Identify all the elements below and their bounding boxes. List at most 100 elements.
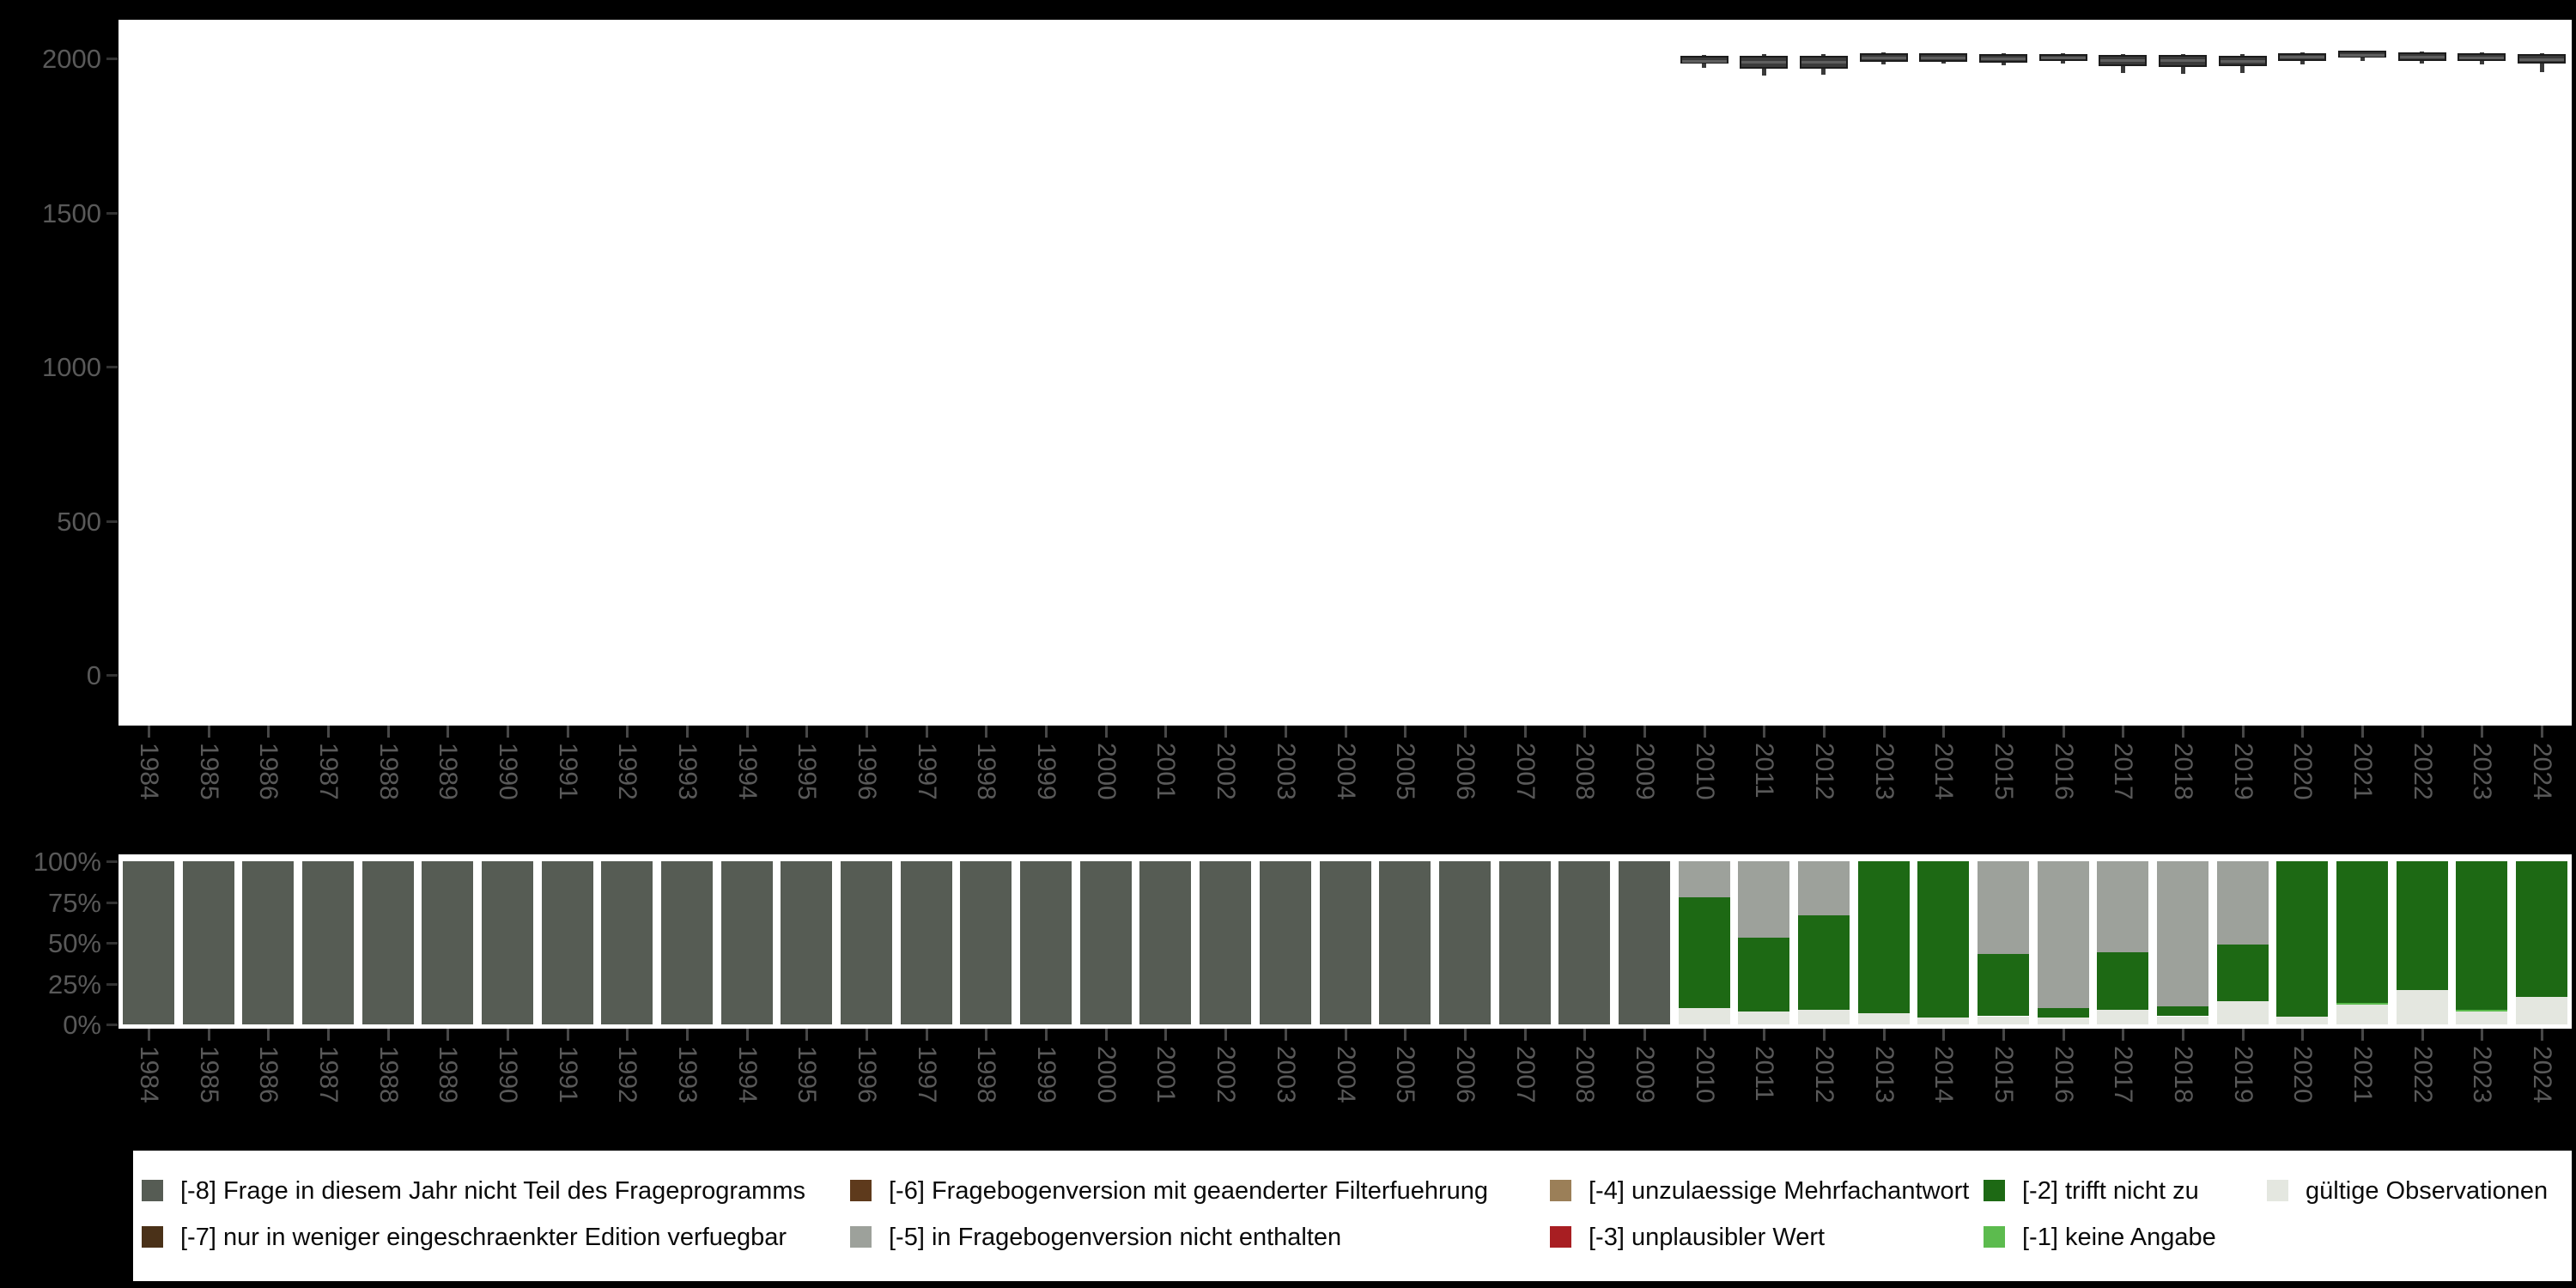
bar-segment-gueltige	[1678, 1008, 1730, 1024]
boxplot-lower-whisker	[2180, 67, 2185, 74]
boxplot-xtick-mark	[447, 726, 450, 738]
boxplot-xtick-label: 2013	[1869, 743, 1899, 800]
boxplot-xtick-label: 2019	[2228, 743, 2257, 800]
boxplot-xtick-mark	[1882, 726, 1886, 738]
bar-xtick-mark	[1763, 1029, 1766, 1041]
bar-xtick-label: 2002	[1212, 1046, 1241, 1103]
boxplot-ytick-mark	[106, 674, 118, 677]
boxplot-xtick-mark	[925, 726, 928, 738]
bar-segment-m2	[1917, 861, 1970, 1018]
bar-segment-gueltige	[1857, 1012, 1910, 1024]
boxplot-xtick-mark	[2421, 726, 2424, 738]
bar-xtick-mark	[805, 1029, 809, 1041]
bar-xtick-mark	[1882, 1029, 1886, 1041]
bar-segment-m5	[2097, 861, 2149, 953]
bar-segment-m8	[720, 861, 773, 1024]
legend-swatch-m2	[1984, 1180, 2005, 1201]
boxplot-xtick-label: 1989	[434, 743, 463, 800]
bar-xtick-mark	[1703, 1029, 1706, 1041]
bar-xtick-label: 1995	[793, 1046, 822, 1103]
boxplot-xtick-label: 2012	[1809, 743, 1838, 800]
boxplot-ytick-mark	[106, 58, 118, 60]
bar-xtick-mark	[2481, 1029, 2484, 1041]
boxplot-xtick-label: 2006	[1450, 743, 1479, 800]
stacked-bar-panel	[118, 854, 2572, 1029]
bar-xtick-label: 2001	[1151, 1046, 1181, 1103]
boxplot-upper-whisker	[2001, 52, 2006, 54]
bar-segment-m8	[481, 861, 533, 1024]
bar-segment-gueltige	[2216, 1001, 2269, 1024]
bar-segment-m8	[122, 861, 174, 1024]
bar-xtick-mark	[925, 1029, 928, 1041]
bar-segment-m2	[1978, 954, 2029, 1017]
boxplot-xtick-mark	[1763, 726, 1766, 738]
bar-segment-m5	[2157, 861, 2209, 1007]
boxplot-xtick-mark	[1344, 726, 1347, 738]
boxplot-median	[2100, 58, 2146, 62]
legend-label-m5: [-5] in Fragebogenversion nicht enthalte…	[889, 1224, 1342, 1251]
boxplot-xtick-mark	[566, 726, 569, 738]
boxplot-upper-whisker	[2180, 53, 2185, 55]
bar-segment-m2	[2456, 861, 2508, 1010]
bar-segment-m2	[2396, 861, 2448, 991]
bar-segment-gueltige	[2157, 1016, 2209, 1024]
boxplot-xtick-label: 2004	[1331, 743, 1360, 800]
bar-xtick-mark	[326, 1029, 330, 1041]
boxplot-lower-whisker	[2001, 62, 2006, 65]
bar-segment-gueltige	[2516, 996, 2568, 1024]
boxplot-xtick-label: 1995	[793, 743, 822, 800]
bar-segment-gueltige	[1797, 1009, 1850, 1024]
boxplot-ytick-mark	[106, 519, 118, 523]
boxplot-lower-whisker	[2360, 58, 2365, 61]
legend-label-m7: [-7] nur in weniger eingeschraenkter Edi…	[180, 1224, 787, 1251]
boxplot-xtick-label: 1987	[313, 743, 343, 800]
boxplot-xtick-mark	[326, 726, 330, 738]
legend-swatch-m6	[850, 1180, 872, 1201]
bar-ytick-mark	[106, 942, 118, 945]
bar-xtick-mark	[1104, 1029, 1108, 1041]
boxplot-upper-whisker	[2539, 53, 2544, 54]
bar-xtick-label: 1999	[1032, 1046, 1061, 1103]
boxplot-xtick-mark	[1104, 726, 1108, 738]
boxplot-xtick-label: 2007	[1510, 743, 1540, 800]
bar-segment-m8	[361, 861, 414, 1024]
boxplot-panel	[118, 20, 2572, 726]
bar-segment-m8	[1139, 861, 1192, 1024]
bar-xtick-label: 1991	[553, 1046, 582, 1103]
bar-xtick-mark	[506, 1029, 509, 1041]
boxplot-lower-whisker	[1881, 61, 1886, 65]
bar-xtick-mark	[2421, 1029, 2424, 1041]
bar-xtick-mark	[566, 1029, 569, 1041]
bar-xtick-label: 2014	[1929, 1046, 1959, 1103]
bar-xtick-mark	[685, 1029, 689, 1041]
bar-ytick-mark	[106, 1024, 118, 1026]
bar-ytick-label: 100%	[33, 847, 101, 877]
bar-segment-gueltige	[1738, 1011, 1790, 1024]
boxplot-median	[2160, 59, 2206, 63]
bar-xtick-mark	[1463, 1029, 1467, 1041]
boxplot-median	[2040, 56, 2086, 59]
bar-segment-m2	[2216, 944, 2269, 1002]
bar-segment-m8	[1020, 861, 1072, 1024]
legend-swatch-m3	[1550, 1226, 1571, 1248]
boxplot-xtick-label: 2010	[1690, 743, 1719, 800]
boxplot-lower-whisker	[2420, 60, 2425, 64]
boxplot-xtick-mark	[1703, 726, 1706, 738]
bar-xtick-label: 1998	[972, 1046, 1001, 1103]
bar-segment-gueltige	[2396, 990, 2448, 1024]
bar-xtick-label: 2015	[1990, 1046, 2018, 1103]
boxplot-xtick-label: 2014	[1929, 743, 1959, 800]
boxplot-xtick-label: 1998	[972, 743, 1001, 800]
legend-swatch-m7	[142, 1226, 163, 1248]
bar-xtick-label: 1994	[732, 1046, 762, 1103]
bar-segment-m8	[900, 861, 952, 1024]
bar-segment-m8	[242, 861, 295, 1024]
boxplot-xtick-mark	[866, 726, 869, 738]
boxplot-xtick-mark	[2361, 726, 2365, 738]
boxplot-xtick-mark	[506, 726, 509, 738]
boxplot-xtick-label: 2011	[1750, 743, 1779, 799]
boxplot-lower-whisker	[1761, 69, 1766, 76]
boxplot-xtick-mark	[1523, 726, 1527, 738]
boxplot-median	[2220, 59, 2265, 63]
boxplot-median	[2280, 56, 2325, 59]
